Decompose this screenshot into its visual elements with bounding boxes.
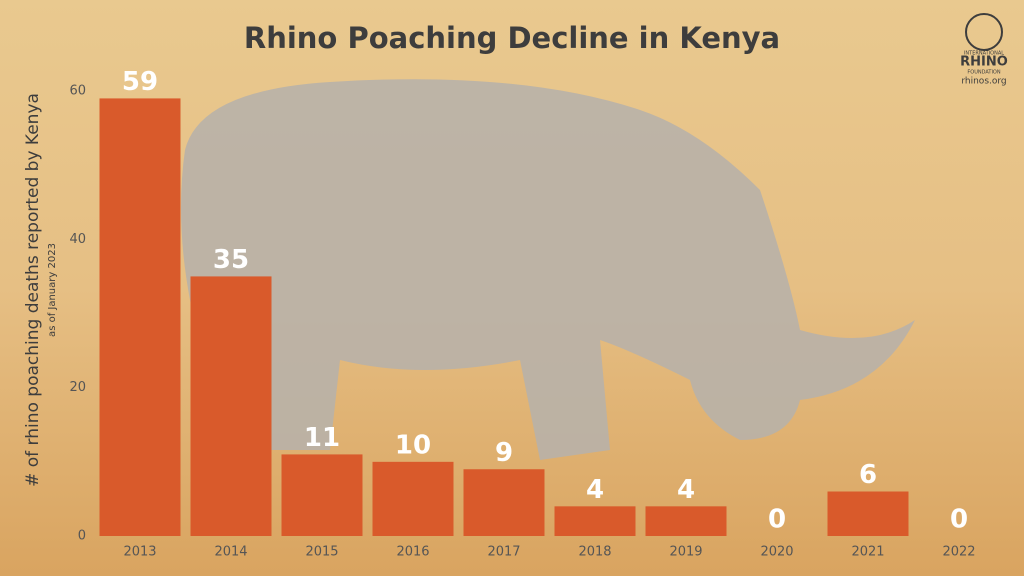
value-label: 59	[122, 67, 158, 97]
chart-title: Rhino Poaching Decline in Kenya	[244, 21, 780, 55]
x-tick-label: 2015	[305, 545, 338, 560]
logo-name: RHINO	[960, 55, 1008, 70]
y-axis-sublabel: as of January 2023	[47, 243, 58, 337]
rhino-photo	[181, 79, 915, 460]
x-tick-label: 2021	[851, 545, 884, 560]
bar	[190, 276, 272, 536]
bar	[99, 98, 181, 537]
value-label: 6	[859, 460, 877, 490]
x-tick-label: 2013	[123, 545, 156, 560]
bar	[554, 506, 636, 536]
value-label: 4	[586, 475, 604, 505]
value-label: 11	[304, 423, 340, 453]
bar	[281, 454, 363, 536]
logo-icon	[965, 13, 1003, 51]
y-tick-label: 40	[69, 232, 86, 247]
x-tick-label: 2020	[760, 545, 793, 560]
y-axis-label: # of rhino poaching deaths reported by K…	[23, 93, 43, 487]
x-tick-label: 2022	[942, 545, 975, 560]
bar	[463, 469, 545, 536]
y-tick-label: 20	[69, 380, 86, 395]
x-tick-label: 2018	[578, 545, 611, 560]
value-label: 10	[395, 430, 431, 460]
logo-top: INTERNATIONAL	[964, 51, 1004, 57]
value-label: 0	[950, 505, 968, 535]
value-label: 9	[495, 438, 513, 468]
value-label: 4	[677, 475, 695, 505]
y-tick-label: 0	[78, 529, 86, 544]
bar	[827, 491, 909, 536]
bar	[372, 461, 454, 536]
x-tick-label: 2014	[214, 545, 247, 560]
value-label: 0	[768, 505, 786, 535]
x-tick-label: 2016	[396, 545, 429, 560]
logo-bottom: FOUNDATION	[967, 70, 1000, 76]
bar	[645, 506, 727, 536]
x-tick-label: 2017	[487, 545, 520, 560]
logo-url: rhinos.org	[961, 77, 1006, 87]
x-tick-label: 2019	[669, 545, 702, 560]
value-label: 35	[213, 245, 249, 275]
y-tick-label: 60	[69, 84, 86, 99]
